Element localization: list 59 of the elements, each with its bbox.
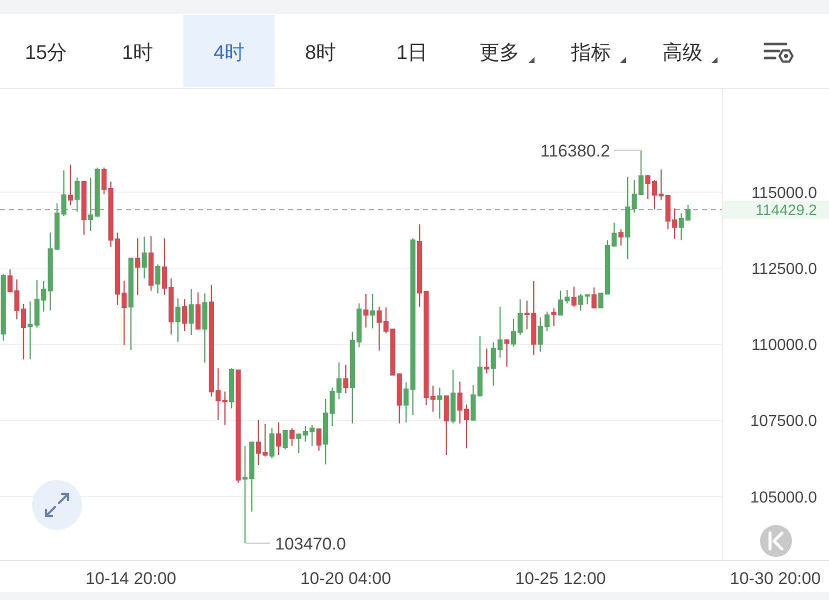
y-tick-label: 115000.0 [751,184,818,202]
candlestick [128,257,134,351]
annotation: 116380.2 [540,141,610,160]
candlestick [551,308,556,327]
candlestick [363,293,368,328]
candlestick [142,236,147,280]
candlestick [269,428,274,459]
candlestick [444,395,449,456]
candlestick [484,348,490,374]
x-tick-label: 10-30 20:00 [730,569,821,588]
y-tick-label: 112500.0 [751,260,818,278]
candlestick [396,373,402,424]
x-tick-label: 10-20 04:00 [300,569,392,588]
candlestick [276,422,282,456]
candlestick [289,428,295,446]
text: 1时 [122,42,154,64]
x-tick-label: 10-14 20:00 [86,569,176,588]
candlestick [504,338,510,368]
candlestick [188,288,194,336]
candlestick [618,228,624,246]
candlestick [370,293,376,329]
y-tick-label: 110000.0 [751,337,818,354]
candlestick [625,176,630,260]
candlestick [316,428,322,452]
text: 指标 [570,42,611,64]
text: 15分 [24,42,68,64]
candlestick [135,238,140,296]
text: 高级 [662,41,702,64]
text: 更多 [480,42,520,64]
candlestick [202,292,208,364]
candlestick [404,382,409,424]
candlestick [222,391,228,426]
candlestick [68,164,74,206]
text: 4时 [213,42,245,64]
candlestick [282,429,288,450]
annotation: 103470.0 [275,534,346,554]
candlestick [74,177,80,212]
candlestick [155,264,160,294]
text: 8时 [304,42,336,64]
candlestick [175,298,180,342]
y-tick-label: 107500.0 [750,413,818,430]
candlestick [578,293,584,312]
text: 1日 [396,42,428,64]
x-tick-label: 10-25 12:00 [515,569,606,588]
candlestick [88,177,94,232]
candlestick [81,180,86,236]
candlestick [592,286,597,309]
candlestick [571,286,576,308]
candlestick [148,236,154,292]
candlestick [195,292,201,330]
candlestick [584,294,590,305]
candlestick [410,238,416,416]
candlestick [450,369,456,424]
candlestick [343,364,348,394]
y-tick-label: 105000.0 [750,489,818,506]
candlestick [437,387,442,420]
ref-line-label: 114429.2 [756,202,817,219]
candlestick [182,298,188,332]
candlestick [229,368,234,410]
